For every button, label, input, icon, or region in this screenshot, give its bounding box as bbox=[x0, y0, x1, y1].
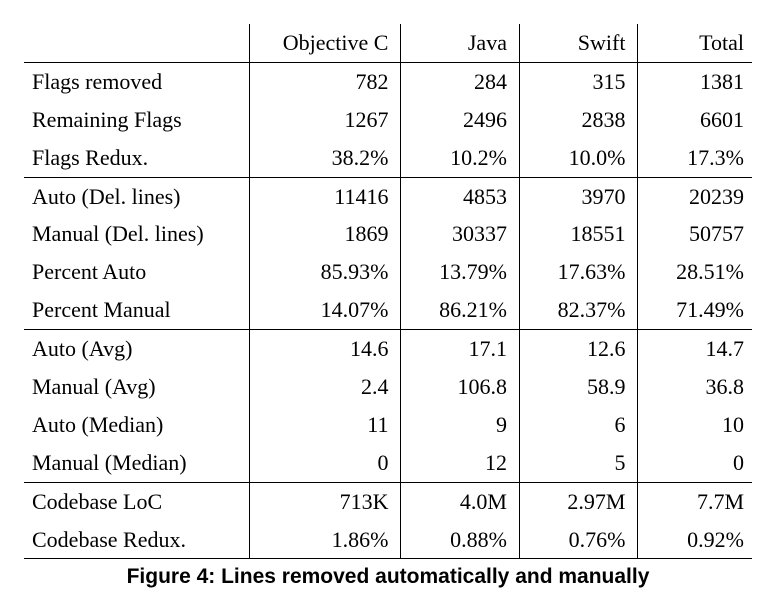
cell: 5 bbox=[519, 444, 638, 482]
cell: 1381 bbox=[638, 62, 752, 100]
cell: 1869 bbox=[249, 215, 401, 253]
cell: 2.4 bbox=[249, 368, 401, 406]
cell: 2496 bbox=[401, 101, 520, 139]
row-label: Percent Manual bbox=[24, 291, 249, 329]
col-header-objc: Objective C bbox=[249, 24, 401, 62]
cell: 10.0% bbox=[519, 139, 638, 177]
cell: 28.51% bbox=[638, 253, 752, 291]
cell: 12.6 bbox=[519, 330, 638, 368]
table-body: Flags removed7822843151381Remaining Flag… bbox=[24, 62, 752, 559]
cell: 38.2% bbox=[249, 139, 401, 177]
cell: 0.76% bbox=[519, 521, 638, 559]
table-row: Auto (Del. lines)114164853397020239 bbox=[24, 177, 752, 215]
row-label: Auto (Median) bbox=[24, 406, 249, 444]
cell: 11 bbox=[249, 406, 401, 444]
header-blank bbox=[24, 24, 249, 62]
row-label: Manual (Median) bbox=[24, 444, 249, 482]
cell: 0 bbox=[249, 444, 401, 482]
cell: 82.37% bbox=[519, 291, 638, 329]
cell: 58.9 bbox=[519, 368, 638, 406]
cell: 14.6 bbox=[249, 330, 401, 368]
cell: 7.7M bbox=[638, 482, 752, 520]
table-container: Objective C Java Swift Total Flags remov… bbox=[24, 24, 752, 589]
row-label: Auto (Avg) bbox=[24, 330, 249, 368]
cell: 30337 bbox=[401, 215, 520, 253]
cell: 18551 bbox=[519, 215, 638, 253]
cell: 0.92% bbox=[638, 521, 752, 559]
row-label: Auto (Del. lines) bbox=[24, 177, 249, 215]
figure-caption: Figure 4: Lines removed automatically an… bbox=[24, 565, 752, 589]
cell: 36.8 bbox=[638, 368, 752, 406]
row-label: Flags Redux. bbox=[24, 139, 249, 177]
cell: 1.86% bbox=[249, 521, 401, 559]
cell: 106.8 bbox=[401, 368, 520, 406]
cell: 86.21% bbox=[401, 291, 520, 329]
cell: 4853 bbox=[401, 177, 520, 215]
cell: 14.07% bbox=[249, 291, 401, 329]
col-header-total: Total bbox=[638, 24, 752, 62]
cell: 17.63% bbox=[519, 253, 638, 291]
cell: 9 bbox=[401, 406, 520, 444]
cell: 10.2% bbox=[401, 139, 520, 177]
table-row: Manual (Median)01250 bbox=[24, 444, 752, 482]
table-row: Codebase Redux.1.86%0.88%0.76%0.92% bbox=[24, 521, 752, 559]
cell: 3970 bbox=[519, 177, 638, 215]
table-row: Manual (Avg)2.4106.858.936.8 bbox=[24, 368, 752, 406]
row-label: Codebase Redux. bbox=[24, 521, 249, 559]
cell: 0.88% bbox=[401, 521, 520, 559]
table-row: Flags removed7822843151381 bbox=[24, 62, 752, 100]
row-label: Manual (Del. lines) bbox=[24, 215, 249, 253]
cell: 1267 bbox=[249, 101, 401, 139]
table-row: Flags Redux.38.2%10.2%10.0%17.3% bbox=[24, 139, 752, 177]
cell: 17.1 bbox=[401, 330, 520, 368]
row-label: Codebase LoC bbox=[24, 482, 249, 520]
cell: 85.93% bbox=[249, 253, 401, 291]
cell: 6 bbox=[519, 406, 638, 444]
table-row: Auto (Avg)14.617.112.614.7 bbox=[24, 330, 752, 368]
table-row: Auto (Median)119610 bbox=[24, 406, 752, 444]
row-label: Remaining Flags bbox=[24, 101, 249, 139]
cell: 782 bbox=[249, 62, 401, 100]
cell: 2838 bbox=[519, 101, 638, 139]
cell: 11416 bbox=[249, 177, 401, 215]
cell: 71.49% bbox=[638, 291, 752, 329]
cell: 13.79% bbox=[401, 253, 520, 291]
cell: 10 bbox=[638, 406, 752, 444]
cell: 713K bbox=[249, 482, 401, 520]
cell: 50757 bbox=[638, 215, 752, 253]
table-header-row: Objective C Java Swift Total bbox=[24, 24, 752, 62]
cell: 2.97M bbox=[519, 482, 638, 520]
cell: 17.3% bbox=[638, 139, 752, 177]
table-row: Manual (Del. lines)1869303371855150757 bbox=[24, 215, 752, 253]
row-label: Manual (Avg) bbox=[24, 368, 249, 406]
cell: 14.7 bbox=[638, 330, 752, 368]
col-header-java: Java bbox=[401, 24, 520, 62]
table-row: Percent Manual14.07%86.21%82.37%71.49% bbox=[24, 291, 752, 329]
cell: 4.0M bbox=[401, 482, 520, 520]
row-label: Flags removed bbox=[24, 62, 249, 100]
cell: 20239 bbox=[638, 177, 752, 215]
row-label: Percent Auto bbox=[24, 253, 249, 291]
col-header-swift: Swift bbox=[519, 24, 638, 62]
cell: 12 bbox=[401, 444, 520, 482]
table-row: Percent Auto85.93%13.79%17.63%28.51% bbox=[24, 253, 752, 291]
table-row: Remaining Flags1267249628386601 bbox=[24, 101, 752, 139]
cell: 315 bbox=[519, 62, 638, 100]
cell: 284 bbox=[401, 62, 520, 100]
table-row: Codebase LoC713K4.0M2.97M7.7M bbox=[24, 482, 752, 520]
results-table: Objective C Java Swift Total Flags remov… bbox=[24, 24, 752, 559]
cell: 6601 bbox=[638, 101, 752, 139]
cell: 0 bbox=[638, 444, 752, 482]
